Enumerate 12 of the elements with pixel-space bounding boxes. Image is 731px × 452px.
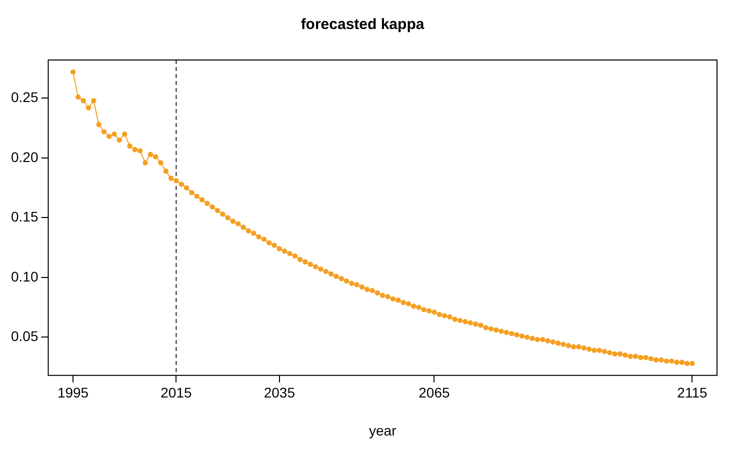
x-axis-title: year (369, 422, 397, 438)
y-tick-label: 0.10 (11, 268, 38, 284)
y-tick-label: 0.05 (11, 328, 38, 344)
chart-title: forecasted kappa (300, 16, 425, 34)
y-tick-label: 0.25 (11, 89, 38, 106)
x-tick-label: 2035 (264, 384, 296, 401)
y-tick-label: 0.15 (11, 208, 38, 225)
x-tick-label: 1995 (57, 384, 89, 401)
y-tick-label: 0.20 (11, 148, 38, 165)
x-tick-label: 2015 (160, 384, 192, 401)
x-tick-label: 2065 (418, 384, 450, 401)
x-tick-label: 2115 (677, 384, 708, 401)
